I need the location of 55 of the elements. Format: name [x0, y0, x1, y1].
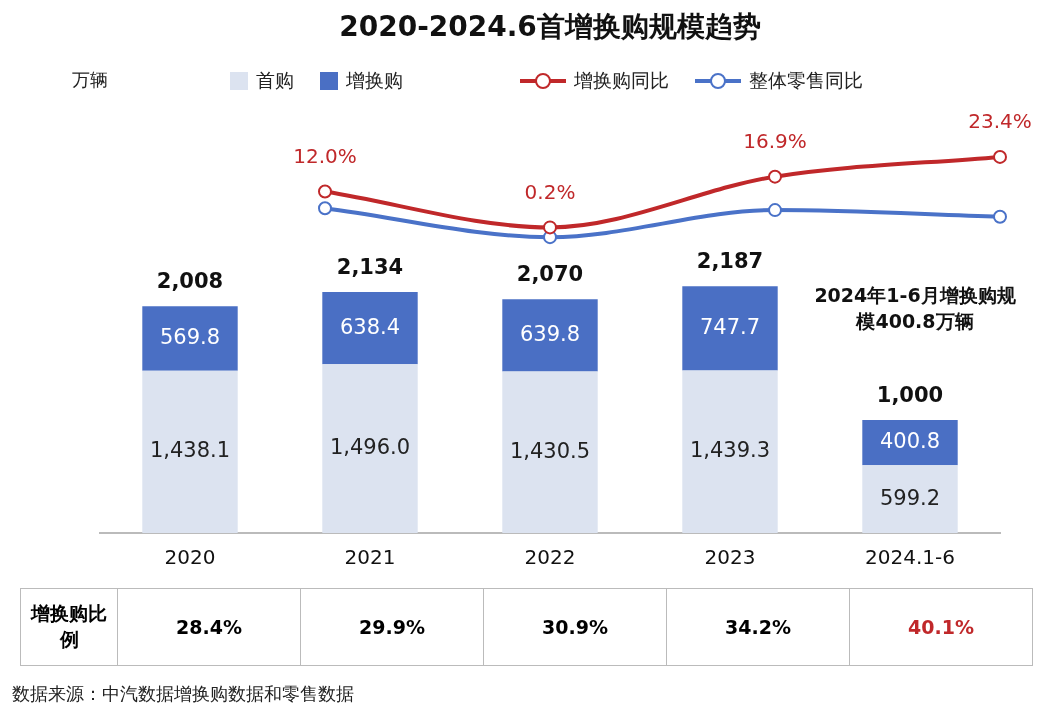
total-label: 2,008	[156, 268, 224, 293]
data-label: 16.9%	[743, 128, 807, 153]
total-label: 1,000	[876, 382, 944, 407]
bar	[862, 465, 958, 533]
text: 28.4%	[117, 588, 301, 666]
data-label: 569.8	[159, 324, 221, 349]
x-tick-label: 2022	[524, 545, 576, 570]
x-tick-label: 2023	[704, 545, 756, 570]
data-label: 639.8	[519, 321, 581, 346]
point	[993, 209, 1007, 224]
point	[768, 203, 782, 218]
bar	[142, 370, 238, 533]
x-tick-label: 2021	[344, 545, 396, 570]
data-label: 1,430.5	[509, 438, 591, 463]
chart-title: 2020-2024.6首增换购规模趋势	[339, 10, 761, 44]
bar	[502, 371, 598, 533]
bar	[502, 299, 598, 372]
annotation: 2024年1-6月增换购规模400.8万辆	[813, 283, 1017, 334]
text: 增换购比例	[20, 588, 118, 666]
point	[318, 184, 332, 199]
point	[768, 169, 782, 184]
data-label: 400.8	[879, 429, 941, 454]
text: 34.2%	[666, 588, 850, 666]
legend-label: 增换购	[346, 68, 403, 93]
data-label: 0.2%	[524, 179, 576, 204]
bar	[142, 306, 238, 371]
x-tick-label: 2020	[164, 545, 216, 570]
bar	[322, 364, 418, 533]
point	[543, 220, 557, 235]
bar	[322, 292, 418, 365]
data-label: 23.4%	[968, 109, 1032, 134]
text: 30.9%	[483, 588, 667, 666]
text: 29.9%	[300, 588, 484, 666]
data-label: 1,496.0	[329, 435, 411, 460]
bar	[682, 370, 778, 533]
legend-label: 整体零售同比	[749, 68, 863, 93]
text: 40.1%	[849, 588, 1033, 666]
total-label: 2,187	[696, 248, 764, 273]
source-note: 数据来源：中汽数据增换购数据和零售数据	[12, 682, 354, 706]
bar	[682, 286, 778, 371]
data-label: 599.2	[879, 485, 941, 510]
bar	[862, 420, 958, 466]
point	[318, 201, 332, 216]
data-label: 1,439.3	[689, 438, 771, 463]
text: 万辆	[72, 68, 108, 92]
x-tick-label: 2024.1-6	[865, 545, 955, 570]
data-label: 1,438.1	[149, 438, 231, 463]
legend-label: 首购	[256, 68, 294, 93]
data-label: 12.0%	[293, 143, 357, 168]
data-label: 638.4	[339, 314, 401, 339]
legend-label: 增换购同比	[574, 68, 669, 93]
data-label: 747.7	[699, 314, 761, 339]
total-label: 2,134	[336, 254, 404, 279]
total-label: 2,070	[516, 261, 584, 286]
point	[993, 149, 1007, 164]
